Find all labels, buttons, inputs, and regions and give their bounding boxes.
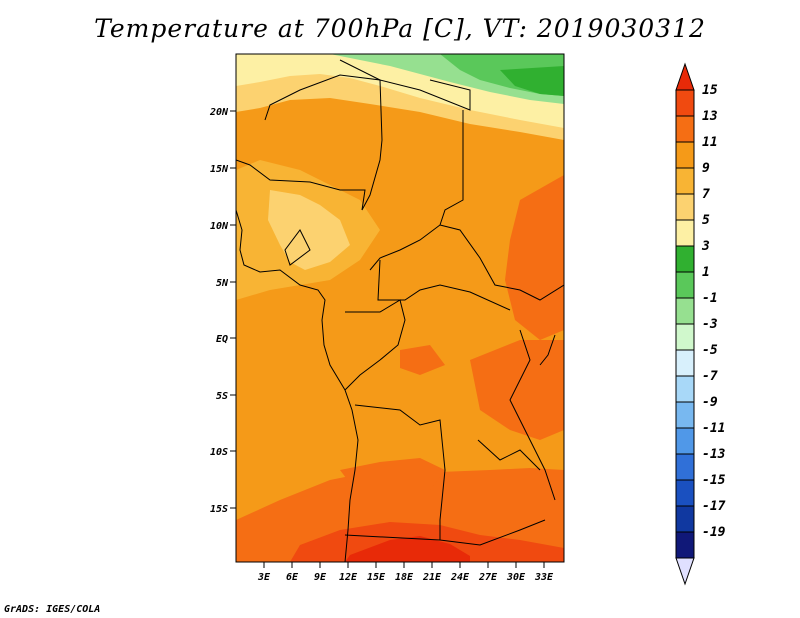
colorbar-swatch — [675, 479, 695, 507]
colorbar-swatch — [675, 531, 695, 559]
colorbar-arrow-top — [675, 62, 695, 91]
colorbar-label: -9 — [702, 395, 718, 410]
colorbar: 15 13 11 9 7 5 3 1 -1 -3 -5 -7 -9 -11 -13 -15 -17 -19 — [675, 62, 726, 586]
colorbar-label: -5 — [702, 343, 718, 358]
colorbar-swatch — [675, 89, 695, 117]
lat-tick-label: 5S — [216, 391, 228, 402]
colorbar-swatch — [675, 271, 695, 299]
lat-tick-label: 15S — [210, 504, 228, 515]
colorbar-label: -3 — [702, 317, 718, 332]
lat-tick-label: EQ — [216, 334, 228, 345]
colorbar-swatch — [675, 115, 695, 143]
lat-tick-label: 10S — [210, 447, 228, 458]
colorbar-label: 13 — [702, 109, 718, 124]
country-borders — [236, 59, 564, 562]
lon-tick-label: 24E — [450, 572, 470, 583]
lat-tick-label: 5N — [216, 278, 229, 289]
lon-tick-label: 33E — [534, 572, 554, 583]
lon-axis: 3E 6E 9E 12E 15E 18E 21E 24E 27E 30E 33E — [257, 562, 554, 583]
lat-axis: 20N 15N 10N 5N EQ 5S 10S 15S — [209, 107, 236, 515]
lon-tick-label: 3E — [257, 572, 271, 583]
colorbar-swatch — [675, 453, 695, 481]
lon-tick-label: 27E — [478, 572, 498, 583]
colorbar-swatch — [675, 401, 695, 429]
colorbar-swatch — [675, 193, 695, 221]
lon-tick-label: 6E — [286, 572, 299, 583]
grads-credit: GrADS: IGES/COLA — [4, 604, 101, 615]
colorbar-swatch — [675, 297, 695, 325]
colorbar-swatch — [675, 219, 695, 247]
colorbar-swatch — [675, 245, 695, 273]
colorbar-label: -7 — [702, 369, 718, 384]
colorbar-swatch — [675, 349, 695, 377]
lon-tick-label: 18E — [395, 572, 414, 583]
lat-tick-label: 10N — [210, 221, 229, 232]
colorbar-arrow-bottom — [675, 557, 695, 586]
lat-tick-label: 20N — [209, 107, 229, 118]
colorbar-label: -11 — [702, 421, 725, 436]
colorbar-label: 3 — [701, 239, 710, 254]
colorbar-label: 11 — [702, 135, 718, 150]
lon-tick-label: 15E — [367, 572, 386, 583]
colorbar-swatch — [675, 141, 695, 169]
lat-tick-label: 15N — [210, 164, 229, 175]
colorbar-label: 15 — [702, 83, 718, 98]
colorbar-swatch — [675, 323, 695, 351]
colorbar-label: 1 — [702, 265, 710, 280]
colorbar-label: -19 — [702, 525, 726, 540]
colorbar-label: -15 — [702, 473, 726, 488]
map-title: Temperature at 700hPa [C], VT: 201903031… — [94, 14, 706, 43]
lon-tick-label: 21E — [422, 572, 442, 583]
colorbar-label: 5 — [702, 213, 710, 228]
temperature-field — [236, 54, 564, 562]
colorbar-label: 7 — [702, 187, 710, 202]
lon-tick-label: 30E — [506, 572, 526, 583]
colorbar-swatch — [675, 375, 695, 403]
lon-tick-label: 12E — [339, 572, 358, 583]
colorbar-label: -13 — [702, 447, 726, 462]
colorbar-swatch — [675, 505, 695, 533]
colorbar-label: 9 — [702, 161, 710, 176]
colorbar-label: -17 — [702, 499, 726, 514]
lon-tick-label: 9E — [314, 572, 327, 583]
colorbar-swatch — [675, 427, 695, 455]
map-frame — [235, 53, 565, 563]
colorbar-swatch — [675, 167, 695, 195]
colorbar-label: -1 — [702, 291, 718, 306]
